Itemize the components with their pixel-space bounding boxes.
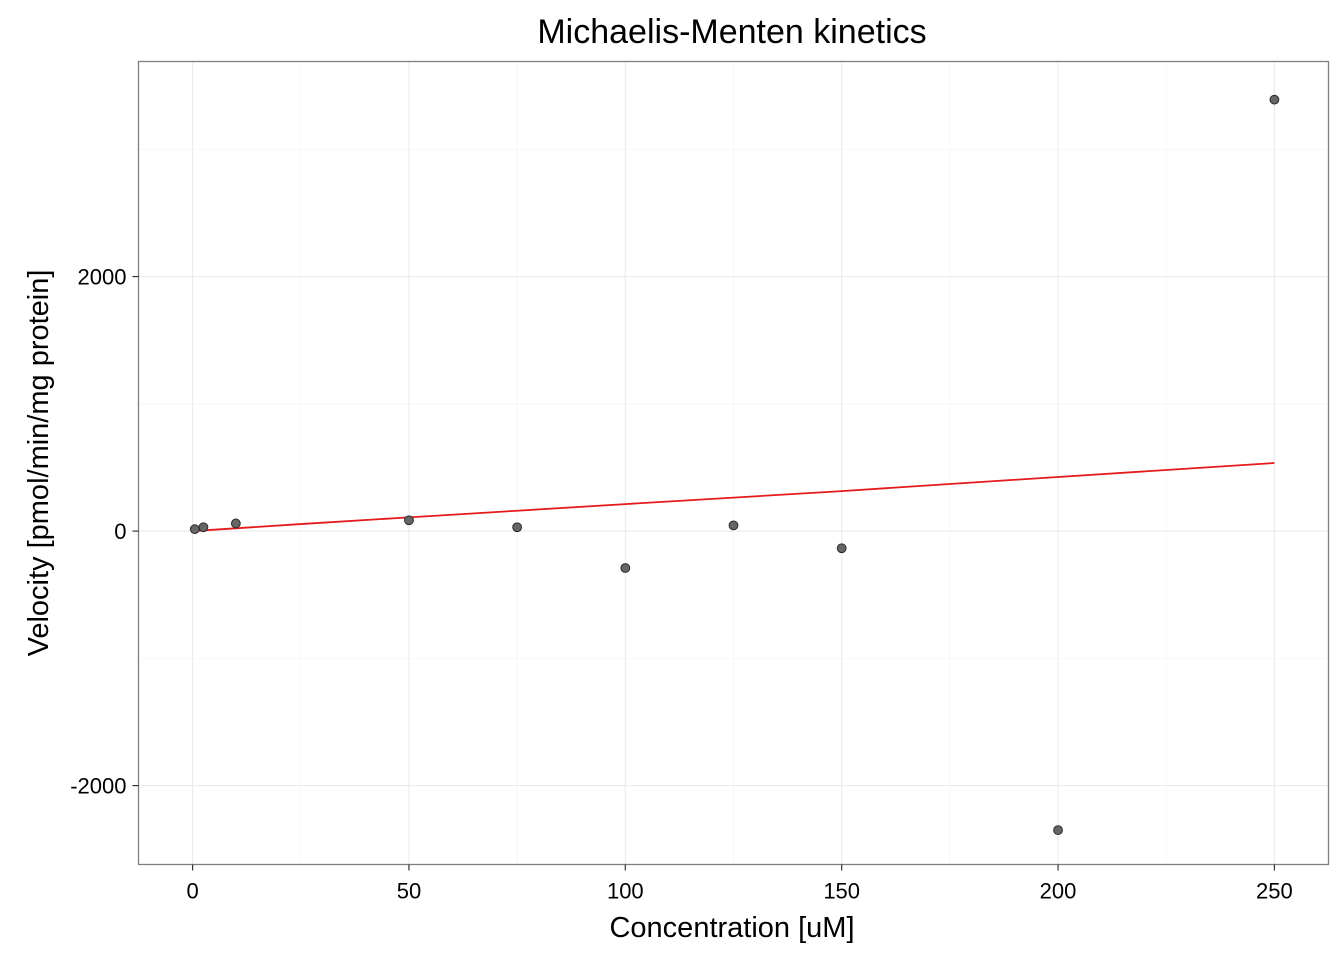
y-tick-label: 2000 (78, 265, 127, 290)
data-point (836, 543, 847, 554)
chart-title: Michaelis-Menten kinetics (537, 13, 926, 51)
data-point (230, 518, 241, 529)
y-tick-label: 0 (114, 519, 126, 544)
panel-border (137, 60, 1330, 866)
x-tick-label: 250 (1256, 879, 1293, 904)
fit-line (192, 462, 1275, 532)
y-axis-label: Velocity [pmol/min/mg protein] (23, 270, 55, 657)
plot-area (189, 94, 1280, 836)
x-axis-label: Concentration [uM] (609, 912, 854, 944)
y-axis: -2000 0 2000 (70, 265, 139, 799)
x-tick-label: 100 (607, 879, 644, 904)
data-point (198, 522, 209, 533)
data-point (512, 522, 523, 533)
data-point (620, 563, 631, 573)
data-point (189, 524, 200, 535)
y-tick-label: -2000 (70, 774, 126, 799)
x-tick-label: 200 (1040, 879, 1077, 904)
data-point (1269, 94, 1280, 105)
x-tick-label: 0 (186, 879, 198, 904)
data-point (728, 520, 739, 531)
x-tick-label: 150 (823, 879, 860, 904)
data-point (1053, 825, 1063, 836)
x-axis: 0 50 100 150 200 250 (186, 864, 1293, 904)
x-tick-label: 50 (397, 879, 421, 904)
minor-gridlines (138, 61, 1329, 865)
data-point (404, 515, 414, 526)
